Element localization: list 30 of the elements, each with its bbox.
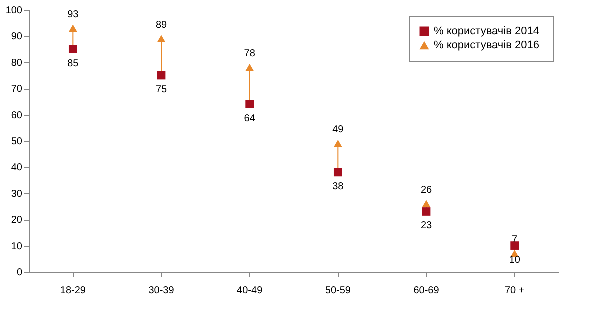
data-label: 38: [332, 181, 344, 192]
data-label: 75: [156, 84, 168, 96]
data-label: 49: [332, 124, 344, 136]
y-tick-label: 0: [16, 268, 23, 278]
y-tick-label: 70: [11, 84, 23, 96]
data-label: 10: [509, 254, 521, 266]
data-label: 89: [156, 20, 168, 31]
data-label: 93: [68, 9, 80, 20]
y-tick-label: 10: [11, 241, 23, 252]
x-tick-label: 18-29: [60, 286, 86, 296]
data-label: 26: [420, 184, 432, 196]
data-label: 64: [244, 113, 256, 124]
data-label: 85: [68, 58, 80, 70]
x-tick-label: 40-49: [237, 286, 264, 296]
y-tick-label: 30: [11, 188, 23, 200]
data-label: 23: [420, 220, 432, 232]
y-tick-label: 40: [11, 162, 23, 174]
x-tick-label: 60-69: [414, 286, 440, 296]
x-tick-label: 50-59: [325, 286, 352, 296]
y-tick-label: 20: [11, 215, 23, 226]
legend-label: % користувачів 2014: [434, 26, 540, 38]
legend-label: % користувачів 2016: [434, 40, 540, 52]
y-tick-label: 50: [11, 136, 23, 148]
x-tick-label: 70 +: [504, 286, 525, 296]
y-tick-label: 60: [11, 110, 23, 122]
data-label: 78: [244, 48, 256, 60]
y-tick-label: 90: [11, 32, 23, 43]
y-tick-label: 80: [11, 58, 23, 69]
x-tick-label: 30-39: [148, 286, 175, 296]
y-tick-label: 100: [6, 6, 23, 16]
